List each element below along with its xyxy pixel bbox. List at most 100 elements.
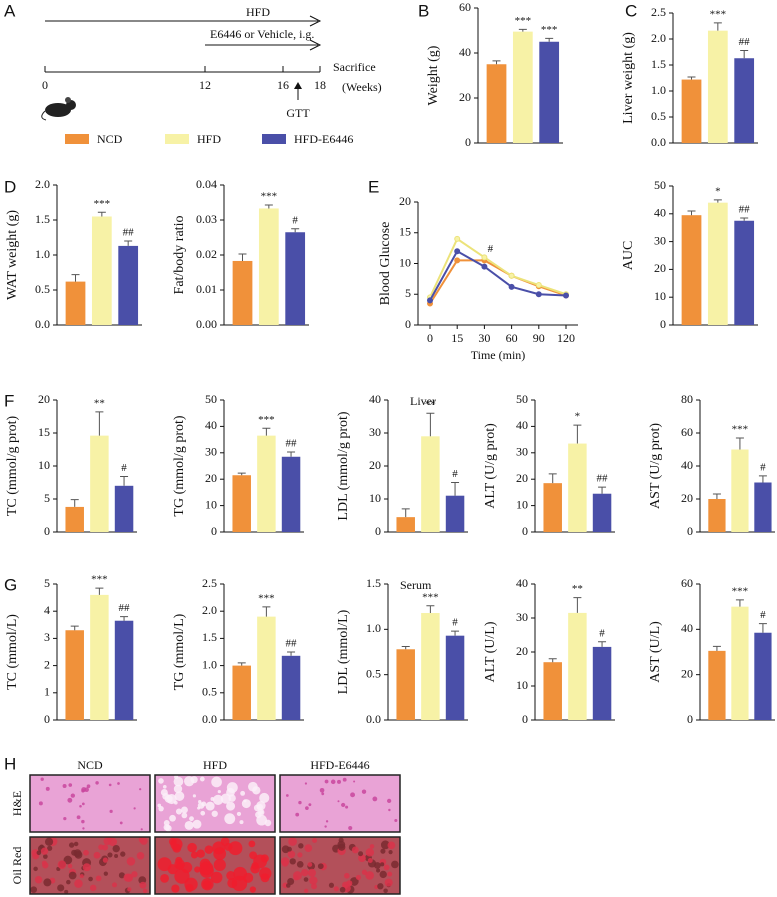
- y-tick-label: 0.0: [35, 317, 50, 331]
- significance-label: **: [572, 583, 583, 595]
- x-tick-label: 30: [478, 331, 490, 345]
- bar: [257, 616, 276, 720]
- image-texture: [126, 857, 136, 866]
- y-axis-label: LDL (mmol/g prot): [336, 411, 351, 520]
- image-texture: [63, 817, 67, 821]
- significance-label: ***: [258, 414, 275, 426]
- image-texture: [333, 886, 339, 892]
- image-texture: [383, 888, 388, 894]
- image-texture: [387, 798, 392, 803]
- image-texture: [259, 792, 270, 804]
- image-texture: [199, 776, 205, 782]
- line-point: [508, 283, 515, 290]
- image-texture: [170, 838, 183, 851]
- bar: [396, 649, 415, 720]
- image-texture: [158, 778, 164, 784]
- error-bar: [758, 475, 767, 483]
- error-bar: [712, 493, 721, 499]
- panel-label: B: [418, 1, 429, 20]
- image-texture: [311, 883, 317, 890]
- error-bar: [735, 599, 744, 607]
- image-texture: [212, 794, 224, 805]
- legend-swatch: [165, 134, 189, 144]
- legend-label: HFD-E6446: [294, 132, 353, 146]
- row-label: H&E: [10, 791, 24, 816]
- image-texture: [112, 844, 120, 853]
- error-bar: [573, 424, 582, 444]
- error-bar: [712, 645, 721, 651]
- y-tick-label: 20: [459, 90, 471, 104]
- image-texture: [67, 797, 73, 803]
- image-texture: [325, 820, 329, 823]
- error-bar: [238, 253, 247, 261]
- image-texture: [305, 806, 309, 810]
- chart: G 0 1 2 3 4 5 TC (mmol/L) *** ##: [4, 574, 137, 726]
- image-texture: [45, 786, 50, 791]
- significance-label: #: [452, 468, 458, 480]
- image-texture: [107, 837, 112, 842]
- image-texture: [253, 854, 268, 869]
- error-bar: [237, 472, 246, 476]
- error-bar: [124, 240, 133, 246]
- image-texture: [71, 849, 78, 856]
- y-tick-label: 1.5: [366, 576, 381, 590]
- image-texture: [260, 873, 270, 883]
- y-axis-label: TC (mmol/L): [5, 614, 20, 690]
- bar: [232, 260, 253, 325]
- y-tick-label: 30: [516, 445, 528, 459]
- significance-label: ***: [541, 24, 558, 36]
- image-texture: [189, 816, 194, 822]
- y-tick-label: 40: [516, 576, 528, 590]
- line-point: [454, 235, 461, 242]
- y-tick-label: 2.5: [651, 5, 666, 19]
- image-texture: [330, 779, 336, 785]
- image-texture: [376, 868, 381, 873]
- significance-label: #: [760, 609, 766, 621]
- image-texture: [226, 782, 238, 794]
- image-texture: [204, 845, 214, 854]
- image-texture: [82, 827, 85, 830]
- y-tick-label: 0: [687, 524, 693, 538]
- y-tick-label: 40: [516, 418, 528, 432]
- bar: [285, 232, 306, 325]
- error-bar: [518, 28, 527, 32]
- image-texture: [192, 794, 196, 798]
- y-tick-label: 0.0: [202, 712, 217, 726]
- bar: [734, 220, 755, 325]
- image-texture: [293, 875, 299, 881]
- bar: [114, 485, 134, 532]
- image-texture: [281, 860, 289, 867]
- bar: [707, 30, 728, 143]
- line-point: [427, 297, 433, 304]
- image-texture: [295, 812, 300, 817]
- image-texture: [33, 866, 38, 872]
- y-tick-label: 5: [405, 286, 411, 300]
- y-tick-label: 40: [654, 206, 666, 220]
- bar: [445, 495, 465, 532]
- y-tick-label: 40: [459, 45, 471, 59]
- image-texture: [109, 809, 113, 814]
- histology-image: [29, 836, 151, 895]
- error-bar: [713, 199, 722, 203]
- error-bar: [740, 217, 749, 221]
- legend-swatch: [262, 134, 286, 144]
- legend-label: NCD: [97, 132, 123, 146]
- bar: [65, 281, 86, 325]
- y-tick-label: 0.5: [366, 666, 381, 680]
- significance-label: ##: [739, 204, 751, 216]
- image-texture: [308, 803, 312, 807]
- image-texture: [93, 851, 101, 859]
- image-texture: [57, 884, 65, 892]
- y-axis-label: TC (mmol/g prot): [5, 416, 20, 517]
- image-texture: [199, 858, 211, 870]
- significance-label: ##: [597, 473, 609, 485]
- image-texture: [201, 878, 214, 891]
- image-texture: [158, 805, 164, 812]
- panel-label: E: [368, 177, 379, 196]
- image-texture: [157, 857, 172, 872]
- y-tick-label: 30: [516, 610, 528, 624]
- image-texture: [298, 800, 302, 805]
- significance-label: ##: [286, 438, 298, 450]
- y-tick-label: 0.5: [202, 685, 217, 699]
- significance-label: ***: [258, 592, 275, 604]
